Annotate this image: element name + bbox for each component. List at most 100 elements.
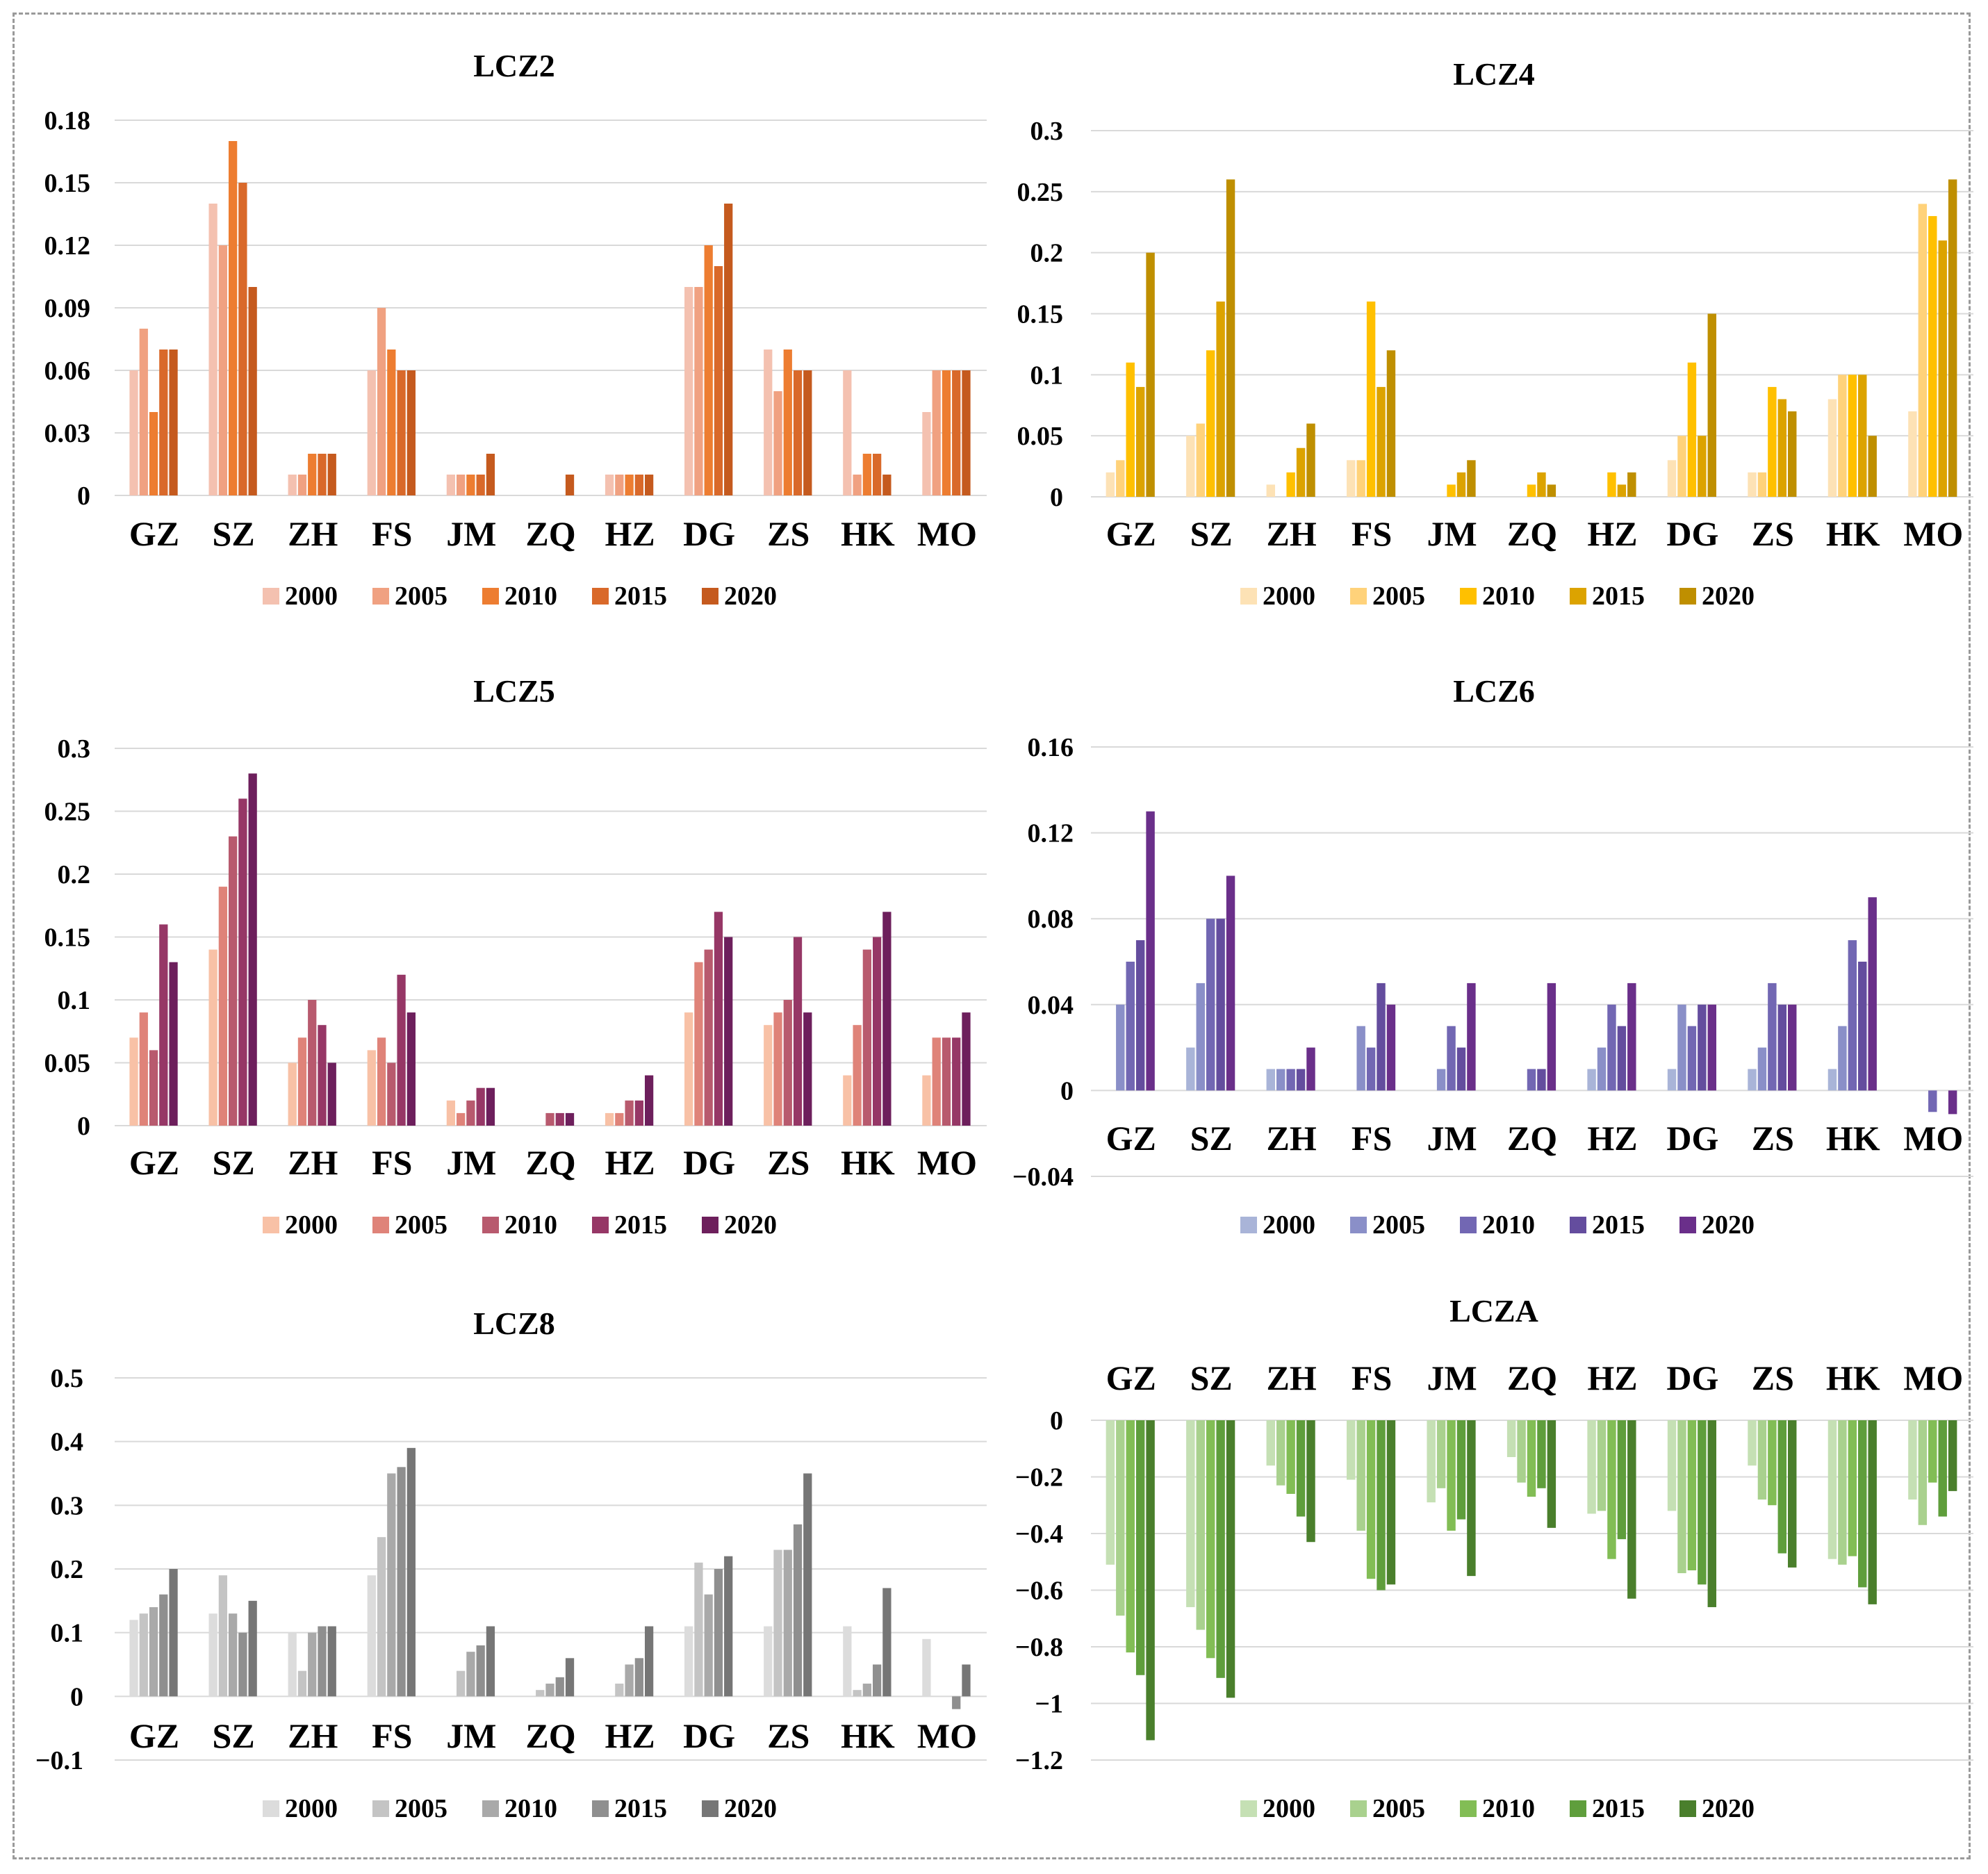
category-label: JM <box>1427 514 1477 553</box>
bar-2015-mo <box>1938 1420 1947 1517</box>
bar-2015-jm <box>1456 1047 1466 1091</box>
y-tick-label: 0.2 <box>1030 239 1064 268</box>
bar-2005-dg <box>1677 1004 1686 1091</box>
bar-2005-sz <box>1196 983 1205 1091</box>
bar-2000-mo <box>922 412 931 495</box>
bar-2020-zq <box>565 475 575 495</box>
bar-2005-gz <box>139 1012 148 1126</box>
bar-2000-gz <box>1106 472 1115 497</box>
bar-2000-mo <box>1908 1420 1917 1500</box>
category-label: MO <box>1903 514 1963 553</box>
category-label: ZQ <box>1507 1119 1557 1158</box>
category-label: SZ <box>1190 1119 1233 1158</box>
bar-2005-fs <box>1356 1420 1365 1531</box>
legend-swatch <box>482 588 499 605</box>
bar-2015-jm <box>1456 472 1466 497</box>
bar-2000-zh <box>288 1062 297 1126</box>
bar-2020-gz <box>1146 811 1155 1091</box>
bar-2005-zs <box>1757 1047 1767 1091</box>
bar-2000-zh <box>1266 484 1275 497</box>
bar-2005-jm <box>457 1112 466 1126</box>
bar-2020-sz <box>1226 876 1235 1091</box>
bar-2000-hz <box>1587 1420 1596 1514</box>
bar-2000-fs <box>367 1050 376 1126</box>
bar-2010-zs <box>783 350 792 495</box>
bar-2010-fs <box>387 350 396 495</box>
bar-2005-fs <box>377 1537 386 1697</box>
legend-swatch <box>1460 1800 1477 1817</box>
bar-2000-gz <box>1106 1420 1115 1565</box>
bar-2000-hz <box>1587 1069 1596 1091</box>
bar-2010-jm <box>466 1100 475 1126</box>
legend-swatch <box>1350 588 1367 605</box>
bar-2000-hk <box>843 1075 852 1126</box>
category-label: ZH <box>288 514 338 553</box>
legend-label: 2000 <box>1263 1210 1315 1240</box>
bar-2015-zq <box>1537 472 1546 497</box>
bar-2000-dg <box>684 1012 693 1126</box>
bar-2005-dg <box>1677 436 1686 497</box>
bar-2015-hk <box>872 937 882 1126</box>
legend-label: 2005 <box>1372 582 1425 611</box>
y-tick-label: −0.1 <box>35 1746 83 1775</box>
bar-2010-jm <box>466 475 475 495</box>
bar-2020-jm <box>486 1087 495 1126</box>
y-tick-label: −0.6 <box>1015 1577 1063 1606</box>
category-label: SZ <box>213 514 255 553</box>
legend-swatch <box>1240 1217 1257 1233</box>
bar-2000-dg <box>684 287 693 495</box>
category-label: GZ <box>1106 514 1156 553</box>
bar-2010-fs <box>1366 301 1376 497</box>
bar-2010-zh <box>308 454 317 495</box>
bar-2010-mo <box>942 370 951 495</box>
legend-swatch <box>592 588 609 605</box>
bar-2020-zh <box>1306 1420 1315 1543</box>
bar-2005-sz <box>218 245 228 495</box>
bar-2015-gz <box>1135 386 1145 497</box>
bar-2000-sz <box>208 949 217 1126</box>
bar-2020-zh <box>327 454 336 495</box>
bar-2020-fs <box>406 370 416 495</box>
category-label: JM <box>446 1716 496 1755</box>
legend-swatch <box>1570 588 1586 605</box>
bar-2010-fs <box>387 1473 396 1697</box>
bar-2020-zs <box>1788 1004 1797 1091</box>
y-tick-label: 0.18 <box>44 106 91 135</box>
y-tick-label: −1 <box>1035 1690 1063 1719</box>
bar-2010-zq <box>545 1684 554 1697</box>
bar-2000-zs <box>764 1626 773 1697</box>
bar-2020-zh <box>327 1626 336 1697</box>
legend-swatch <box>482 1800 499 1817</box>
y-tick-label: 0.16 <box>1028 733 1074 762</box>
bar-2020-fs <box>406 1447 416 1697</box>
y-tick-label: 0.1 <box>58 986 91 1015</box>
bar-2015-hz <box>1617 1026 1627 1091</box>
category-label: ZQ <box>525 1716 575 1755</box>
y-tick-label: 0.2 <box>58 860 91 889</box>
bar-2000-zs <box>1748 472 1757 497</box>
bar-2020-zs <box>803 370 812 495</box>
bar-2010-gz <box>1126 962 1135 1091</box>
bar-2010-dg <box>1687 1420 1697 1570</box>
bar-2005-fs <box>1356 460 1365 497</box>
legend-swatch <box>263 1800 279 1817</box>
category-label: FS <box>1352 514 1392 553</box>
bar-2015-zh <box>318 454 327 495</box>
bar-2015-fs <box>397 370 406 495</box>
bar-2015-zq <box>1537 1069 1546 1091</box>
bar-2015-jm <box>476 475 485 495</box>
bar-2020-zq <box>1547 484 1556 497</box>
bar-2000-gz <box>129 1037 138 1126</box>
bar-2010-sz <box>229 141 238 495</box>
bar-2010-mo <box>1928 1420 1937 1483</box>
bar-2000-zs <box>1748 1420 1757 1466</box>
bar-2020-dg <box>1707 1420 1716 1607</box>
bar-2020-sz <box>248 287 257 495</box>
bar-2000-hk <box>1827 399 1837 497</box>
bar-2000-dg <box>684 1626 693 1697</box>
category-label: ZS <box>767 1143 810 1182</box>
category-label: HZ <box>605 1143 655 1182</box>
y-tick-label: 0.05 <box>1017 422 1064 451</box>
bar-2005-mo <box>1918 1420 1928 1525</box>
bar-2000-sz <box>1186 1420 1195 1607</box>
